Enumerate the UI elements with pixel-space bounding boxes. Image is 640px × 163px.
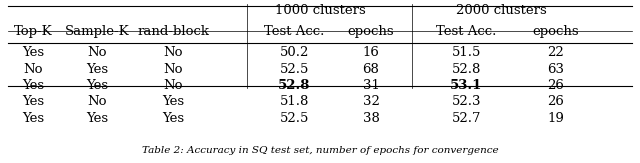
Text: 38: 38 [362,111,380,125]
Text: 68: 68 [362,63,380,76]
Text: 19: 19 [547,111,564,125]
Text: 26: 26 [547,95,564,108]
Text: 63: 63 [547,63,564,76]
Text: 52.7: 52.7 [452,111,481,125]
Text: 51.5: 51.5 [452,46,481,59]
Text: No: No [24,63,43,76]
Text: 52.3: 52.3 [452,95,481,108]
Text: 2000 clusters: 2000 clusters [456,4,547,16]
Text: No: No [164,79,183,92]
Text: Sample-K: Sample-K [65,25,129,38]
Text: Yes: Yes [22,46,44,59]
Text: 22: 22 [547,46,564,59]
Text: 53.1: 53.1 [451,79,483,92]
Text: Yes: Yes [163,111,184,125]
Text: 31: 31 [362,79,380,92]
Text: 52.5: 52.5 [280,63,309,76]
Text: Yes: Yes [86,79,108,92]
Text: 32: 32 [362,95,380,108]
Text: 16: 16 [362,46,380,59]
Text: epochs: epochs [348,25,394,38]
Text: rand-block: rand-block [138,25,209,38]
Text: Table 2: Accuracy in SQ test set, number of epochs for convergence: Table 2: Accuracy in SQ test set, number… [141,146,499,155]
Text: Yes: Yes [22,95,44,108]
Text: 26: 26 [547,79,564,92]
Text: No: No [87,95,107,108]
Text: No: No [164,46,183,59]
Text: 52.8: 52.8 [452,63,481,76]
Text: 1000 clusters: 1000 clusters [275,4,365,16]
Text: Yes: Yes [22,111,44,125]
Text: No: No [87,46,107,59]
Text: epochs: epochs [532,25,579,38]
Text: Yes: Yes [86,63,108,76]
Text: 52.5: 52.5 [280,111,309,125]
Text: 52.8: 52.8 [278,79,310,92]
Text: Yes: Yes [163,95,184,108]
Text: Yes: Yes [86,111,108,125]
Text: Test Acc.: Test Acc. [436,25,497,38]
Text: Top-K: Top-K [14,25,52,38]
Text: Yes: Yes [22,79,44,92]
Text: 50.2: 50.2 [280,46,309,59]
Text: Test Acc.: Test Acc. [264,25,324,38]
Text: No: No [164,63,183,76]
Text: 51.8: 51.8 [280,95,309,108]
